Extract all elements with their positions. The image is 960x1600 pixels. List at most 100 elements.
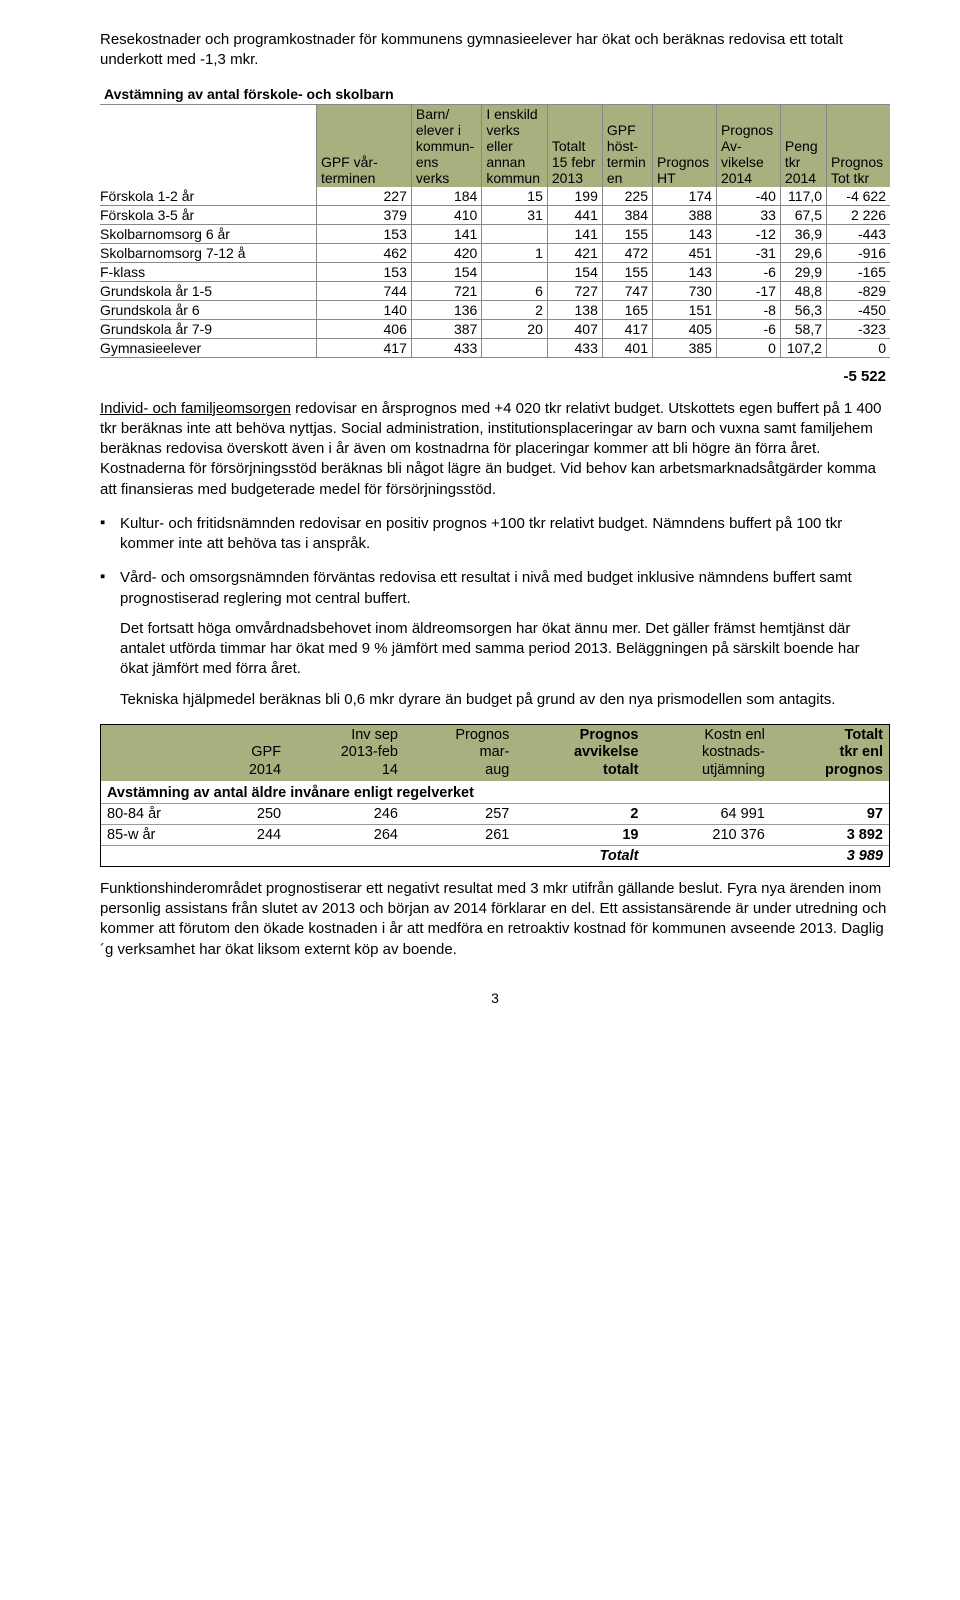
cell: 0 — [826, 338, 890, 357]
cell: 747 — [602, 281, 652, 300]
cell: 730 — [652, 281, 716, 300]
cell: 67,5 — [780, 205, 826, 224]
cell: 2 226 — [826, 205, 890, 224]
table-row: Förskola 3-5 år379410314413843883367,52 … — [100, 205, 890, 224]
t2-h2: Inv sep2013-feb14 — [287, 725, 404, 781]
cell: 744 — [316, 281, 411, 300]
bullet-icon: ▪ — [100, 568, 105, 585]
row-label: 80-84 år — [101, 803, 212, 824]
cell: 417 — [602, 319, 652, 338]
cell: 1 — [482, 243, 548, 262]
ifo-lead: Individ- och familjeomsorgen — [100, 400, 291, 417]
t1-h4: Totalt15 febr2013 — [547, 104, 602, 187]
cell: 141 — [411, 224, 481, 243]
cell: -4 622 — [826, 187, 890, 206]
cell: -6 — [716, 262, 780, 281]
t2-h1: GPF2014 — [212, 725, 287, 781]
cell: -12 — [716, 224, 780, 243]
cell: 225 — [602, 187, 652, 206]
vo-text-3: Tekniska hjälpmedel beräknas bli 0,6 mkr… — [120, 690, 890, 710]
cell: 384 — [602, 205, 652, 224]
cell: 227 — [316, 187, 411, 206]
bullet-icon: ▪ — [100, 514, 105, 531]
t2-total-label: Totalt — [101, 845, 644, 866]
table-row: Gymnasieelever4174334334013850107,20 — [100, 338, 890, 357]
cell: 153 — [316, 224, 411, 243]
table-row: 80-84 år250246257264 99197 — [101, 803, 889, 824]
cell: 405 — [652, 319, 716, 338]
vo-text-2: Det fortsatt höga omvårdnadsbehovet inom… — [120, 619, 890, 680]
t2-h4: Prognosavvikelsetotalt — [515, 725, 644, 781]
table-row: Grundskola år 7-940638720407417405-658,7… — [100, 319, 890, 338]
row-label: Skolbarnomsorg 6 år — [100, 224, 316, 243]
cell: 136 — [411, 300, 481, 319]
cell: 6 — [482, 281, 548, 300]
table1-title: Avstämning av antal förskole- och skolba… — [100, 85, 411, 105]
cell: 727 — [547, 281, 602, 300]
cell: 407 — [547, 319, 602, 338]
cell: 36,9 — [780, 224, 826, 243]
t1-h3: I enskildverksellerannankommun — [482, 104, 548, 187]
cell: -6 — [716, 319, 780, 338]
cell: 31 — [482, 205, 548, 224]
cell: 48,8 — [780, 281, 826, 300]
cell: 107,2 — [780, 338, 826, 357]
intro-paragraph: Resekostnader och programkostnader för k… — [100, 30, 890, 71]
cell: 143 — [652, 262, 716, 281]
cell: 401 — [602, 338, 652, 357]
table-row: Grundskola år 1-57447216727747730-1748,8… — [100, 281, 890, 300]
table1-sum-total: -5 522 — [100, 368, 890, 385]
cell: 20 — [482, 319, 548, 338]
cell — [482, 262, 548, 281]
cell: 97 — [771, 803, 889, 824]
t2-total-value: 3 989 — [771, 845, 889, 866]
t2-h3: Prognosmar-aug — [404, 725, 515, 781]
t2-h5: Kostn enlkostnads-utjämning — [644, 725, 770, 781]
cell: 246 — [287, 803, 404, 824]
t1-h7: PrognosAv-vikelse2014 — [716, 104, 780, 187]
t1-h5: GPFhöst-terminen — [602, 104, 652, 187]
cell: 19 — [515, 824, 644, 845]
cell: 2 — [515, 803, 644, 824]
cell: 174 — [652, 187, 716, 206]
table-forskole-skolbarn: Avstämning av antal förskole- och skolba… — [100, 85, 890, 358]
table-row: Förskola 1-2 år22718415199225174-40117,0… — [100, 187, 890, 206]
cell: 153 — [316, 262, 411, 281]
t2-h6: Totalttkr enlprognos — [771, 725, 889, 781]
table-row: Skolbarnomsorg 7-12 å4624201421472451-31… — [100, 243, 890, 262]
vo-text-1: Vård- och omsorgsnämnden förväntas redov… — [120, 568, 890, 609]
table-row: F-klass153154154155143-629,9-165 — [100, 262, 890, 281]
vo-bullet: ▪ Vård- och omsorgsnämnden förväntas red… — [100, 568, 890, 710]
cell: 421 — [547, 243, 602, 262]
cell: 462 — [316, 243, 411, 262]
cell — [482, 224, 548, 243]
cell: 29,9 — [780, 262, 826, 281]
cell: 140 — [316, 300, 411, 319]
cell: 264 — [287, 824, 404, 845]
cell: 433 — [547, 338, 602, 357]
cell: -323 — [826, 319, 890, 338]
cell: 721 — [411, 281, 481, 300]
row-label: Förskola 3-5 år — [100, 205, 316, 224]
cell: 257 — [404, 803, 515, 824]
cell: 29,6 — [780, 243, 826, 262]
cell: 210 376 — [644, 824, 770, 845]
table-row: 85-w år24426426119210 3763 892 — [101, 824, 889, 845]
cell: 15 — [482, 187, 548, 206]
row-label: F-klass — [100, 262, 316, 281]
cell: 0 — [716, 338, 780, 357]
cell: 388 — [652, 205, 716, 224]
cell: 151 — [652, 300, 716, 319]
kf-bullet: ▪ Kultur- och fritidsnämnden redovisar e… — [100, 514, 890, 555]
cell: 64 991 — [644, 803, 770, 824]
cell: 406 — [316, 319, 411, 338]
table-aldre-wrap: Avstämning av antal äldre invånare enlig… — [100, 724, 890, 867]
cell: 184 — [411, 187, 481, 206]
row-label: Grundskola år 7-9 — [100, 319, 316, 338]
cell: -450 — [826, 300, 890, 319]
row-label: Förskola 1-2 år — [100, 187, 316, 206]
ifo-paragraph: Individ- och familjeomsorgen redovisar e… — [100, 399, 890, 500]
cell: 56,3 — [780, 300, 826, 319]
cell: 155 — [602, 224, 652, 243]
t1-h1: GPF vår-terminen — [316, 104, 411, 187]
